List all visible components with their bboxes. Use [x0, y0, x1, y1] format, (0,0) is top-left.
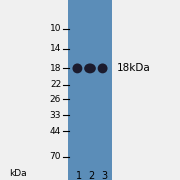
Text: kDa: kDa — [9, 169, 27, 178]
Text: 70: 70 — [50, 152, 61, 161]
Text: 26: 26 — [50, 94, 61, 103]
Bar — [68, 0, 112, 180]
Ellipse shape — [72, 64, 82, 73]
Ellipse shape — [84, 64, 96, 73]
Text: 44: 44 — [50, 127, 61, 136]
Text: 33: 33 — [50, 111, 61, 120]
Text: 2: 2 — [89, 171, 95, 180]
Text: 22: 22 — [50, 80, 61, 89]
Text: 18kDa: 18kDa — [117, 63, 151, 73]
Text: 1: 1 — [76, 171, 82, 180]
Ellipse shape — [98, 64, 108, 73]
Text: 10: 10 — [50, 24, 61, 33]
Text: 3: 3 — [101, 171, 107, 180]
Text: 14: 14 — [50, 44, 61, 53]
Text: 18: 18 — [50, 64, 61, 73]
